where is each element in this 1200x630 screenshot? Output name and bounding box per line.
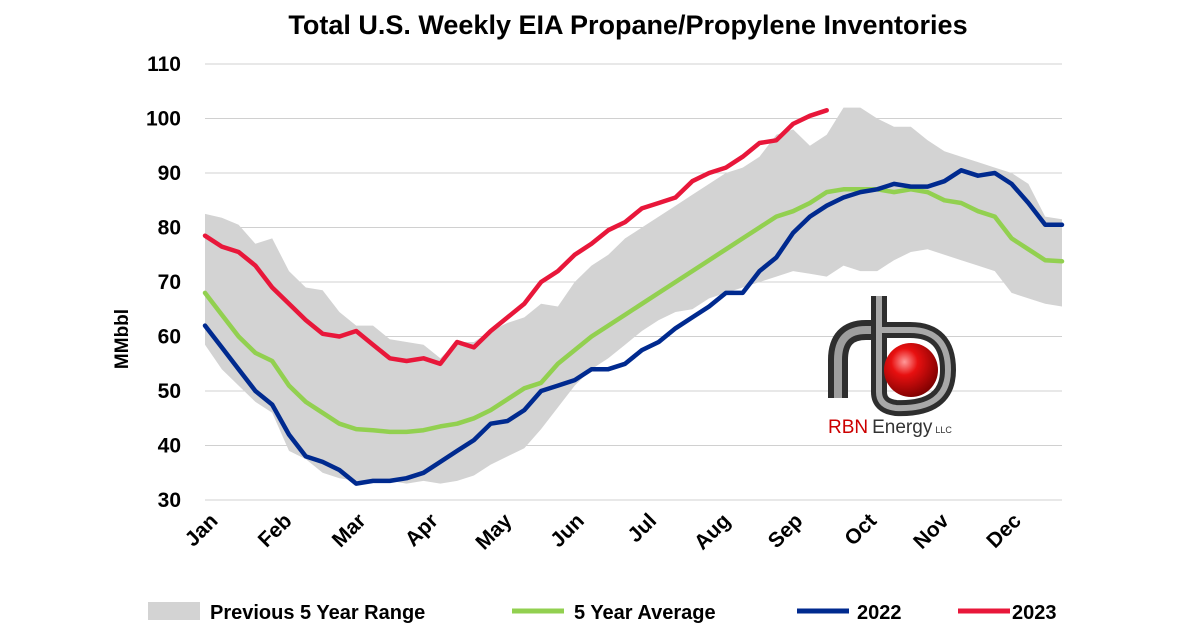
y-tick-100: 100 <box>146 108 181 131</box>
x-tick-dec: Dec <box>982 509 1026 553</box>
x-tick-labels: Jan Feb Mar Apr May Jun Jul Aug Sep Oct Nov Dec <box>181 509 1026 554</box>
y-tick-80: 80 <box>158 217 181 240</box>
x-tick-jun: Jun <box>546 509 589 552</box>
x-tick-may: May <box>471 509 516 554</box>
x-tick-aug: Aug <box>690 509 735 554</box>
x-tick-sep: Sep <box>764 509 807 552</box>
series-line-5-year-average <box>202 187 1065 435</box>
x-tick-nov: Nov <box>909 509 954 554</box>
series-line-2023 <box>202 108 829 367</box>
y-tick-30: 30 <box>158 489 181 512</box>
legend: Previous 5 Year Range 5 Year Average 202… <box>148 602 1057 624</box>
legend-label-range: Previous 5 Year Range <box>210 602 425 624</box>
chart-title: Total U.S. Weekly EIA Propane/Propylene … <box>288 10 967 40</box>
legend-label-2023: 2023 <box>1012 602 1057 624</box>
legend-swatch-range <box>148 602 200 620</box>
y-axis-label: MMbbl <box>112 309 133 369</box>
rbn-logo: RBN Energy LLC <box>828 296 957 438</box>
y-tick-60: 60 <box>158 326 181 349</box>
logo-suffix: LLC <box>935 425 952 435</box>
range-area-layer <box>205 107 1062 484</box>
y-tick-70: 70 <box>158 271 181 294</box>
logo-ball <box>884 343 938 397</box>
x-tick-apr: Apr <box>401 509 443 551</box>
x-tick-jan: Jan <box>181 509 223 551</box>
y-tick-40: 40 <box>158 435 181 458</box>
series-line-2022 <box>202 168 1065 486</box>
y-tick-labels: 30 40 50 60 70 80 90 100 110 <box>146 53 181 512</box>
y-tick-50: 50 <box>158 380 181 403</box>
legend-label-avg: 5 Year Average <box>574 602 716 624</box>
logo-brand: RBN <box>828 417 868 438</box>
y-tick-110: 110 <box>147 53 181 76</box>
y-tick-90: 90 <box>158 162 181 185</box>
series-lines-layer <box>202 108 1065 486</box>
range-band <box>205 107 1062 484</box>
x-tick-mar: Mar <box>328 509 371 552</box>
legend-label-2022: 2022 <box>857 602 902 624</box>
logo-word: Energy <box>872 417 933 438</box>
x-tick-oct: Oct <box>840 509 881 550</box>
x-tick-feb: Feb <box>254 509 297 552</box>
x-tick-jul: Jul <box>623 509 661 547</box>
